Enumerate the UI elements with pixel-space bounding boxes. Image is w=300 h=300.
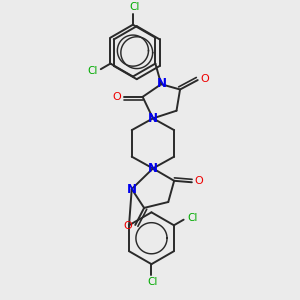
Text: N: N [148, 162, 158, 175]
Text: N: N [148, 112, 158, 125]
Text: O: O [200, 74, 209, 84]
Text: O: O [124, 221, 133, 232]
Text: N: N [127, 182, 137, 196]
Text: Cl: Cl [187, 213, 198, 223]
Text: Cl: Cl [87, 66, 98, 76]
Text: Cl: Cl [129, 2, 140, 12]
Text: O: O [194, 176, 203, 186]
Text: N: N [157, 77, 167, 90]
Text: Cl: Cl [148, 277, 158, 287]
Text: O: O [112, 92, 122, 102]
